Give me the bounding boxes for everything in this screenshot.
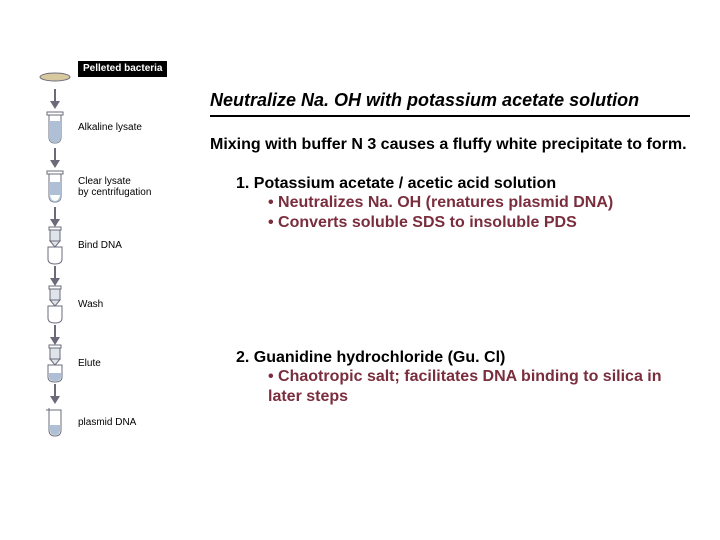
process-flow-column: Pelleted bacteria Alkaline lysate Clear … (34, 52, 194, 442)
step-label: Alkaline lysate (76, 122, 142, 134)
flow-arrow (34, 324, 76, 346)
flow-arrow (34, 383, 76, 405)
down-arrow-icon (48, 147, 62, 169)
down-arrow-icon (48, 88, 62, 110)
section-1-bullet-1: • Converts soluble SDS to insoluble PDS (268, 213, 690, 233)
flow-step: Pelleted bacteria (34, 52, 194, 86)
page-title: Neutralize Na. OH with potassium acetate… (210, 90, 690, 117)
section-1-head: 1. Potassium acetate / acetic acid solut… (236, 175, 690, 193)
step-label: Elute (76, 358, 101, 370)
section-2-head: 2. Guanidine hydrochloride (Gu. Cl) (236, 349, 690, 367)
flow-arrow (34, 265, 76, 287)
step-icon (34, 288, 76, 322)
step-icon (34, 111, 76, 145)
flow-step: Alkaline lysate (34, 111, 194, 145)
down-arrow-icon (48, 265, 62, 287)
flow-arrow (34, 88, 76, 110)
down-arrow-icon (48, 383, 62, 405)
step-icon (34, 170, 76, 204)
down-arrow-icon (48, 324, 62, 346)
step-icon (34, 52, 76, 86)
down-arrow-icon (48, 206, 62, 228)
step-icon (34, 347, 76, 381)
flow-step: Elute (34, 347, 194, 381)
step-label: Pelleted bacteria (76, 61, 167, 77)
step-label: plasmid DNA (76, 417, 136, 429)
flow-step: Clear lysateby centrifugation (34, 170, 194, 204)
flow-arrow (34, 147, 76, 169)
section-2-bullet-0: • Chaotropic salt; facilitates DNA bindi… (268, 367, 690, 407)
flow-step: Wash (34, 288, 194, 322)
step-label: Clear lysateby centrifugation (76, 176, 151, 199)
subtitle: Mixing with buffer N 3 causes a fluffy w… (210, 135, 690, 155)
flow-step: Bind DNA (34, 229, 194, 263)
step-label: Bind DNA (76, 240, 122, 252)
step-label: Wash (76, 299, 103, 311)
step-icon (34, 406, 76, 440)
content-column: Neutralize Na. OH with potassium acetate… (210, 90, 690, 407)
flow-arrow (34, 206, 76, 228)
section-1-bullet-0: • Neutralizes Na. OH (renatures plasmid … (268, 193, 690, 213)
flow-step: plasmid DNA (34, 406, 194, 440)
step-icon (34, 229, 76, 263)
